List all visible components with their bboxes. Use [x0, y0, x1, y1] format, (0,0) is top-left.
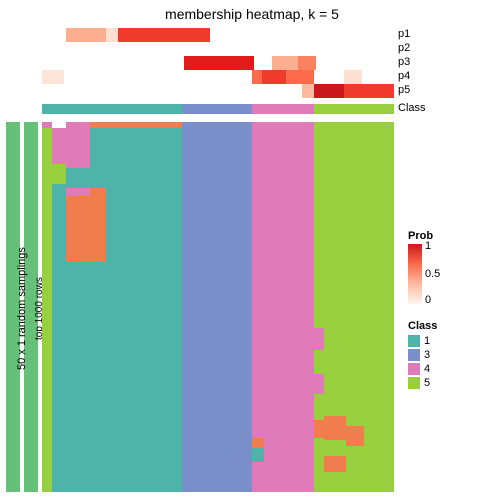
class-cell [314, 104, 394, 114]
class-annotation-row [42, 104, 394, 114]
prob-row-label: p5 [398, 84, 410, 96]
heatmap-column [314, 122, 324, 492]
prob-row-label: p3 [398, 56, 410, 68]
legend-class-title: Class [408, 320, 437, 332]
heatmap-column [346, 122, 364, 492]
legend-class-item: 4 [408, 362, 437, 376]
legend-swatch [408, 377, 420, 389]
legend-prob-tick: 1 [425, 240, 431, 252]
legend-prob-gradient [408, 244, 422, 304]
class-cell [252, 104, 314, 114]
legend-label: 1 [424, 335, 430, 347]
heatmap-column [364, 122, 394, 492]
prob-row-p3 [42, 56, 394, 70]
legend-prob-tick: 0.5 [425, 268, 440, 280]
class-cell [182, 104, 252, 114]
legend-swatch [408, 335, 420, 347]
prob-row-p5 [42, 84, 394, 98]
main-heatmap [42, 122, 394, 492]
heatmap-column [106, 122, 182, 492]
prob-row-label: p4 [398, 70, 410, 82]
legend-swatch [408, 363, 420, 375]
sidebar-sampling-label: 50 x 1 random samplings [16, 247, 28, 370]
legend-class-item: 1 [408, 334, 437, 348]
heatmap-column [66, 122, 90, 492]
legend-prob: Prob 1 0.5 0 [408, 230, 433, 304]
prob-row-p1 [42, 28, 394, 42]
heatmap-column [182, 122, 252, 492]
legend-class-item: 5 [408, 376, 437, 390]
heatmap-column [264, 122, 314, 492]
probability-annotation-rows [42, 28, 394, 98]
heatmap-column [90, 122, 106, 492]
class-cell [42, 104, 182, 114]
heatmap-column [324, 122, 346, 492]
legend-class: Class 1 3 4 5 [408, 320, 437, 390]
class-row-label: Class [398, 102, 426, 114]
legend-label: 4 [424, 363, 430, 375]
heatmap-column [52, 122, 66, 492]
legend-label: 3 [424, 349, 430, 361]
prob-row-p4 [42, 70, 394, 84]
chart-title: membership heatmap, k = 5 [0, 6, 504, 22]
legend-label: 5 [424, 377, 430, 389]
legend-class-item: 3 [408, 348, 437, 362]
prob-row-p2 [42, 42, 394, 56]
prob-row-label: p1 [398, 28, 410, 40]
prob-row-label: p2 [398, 42, 410, 54]
legend-swatch [408, 349, 420, 361]
heatmap-column [42, 122, 52, 492]
legend-prob-tick: 0 [425, 294, 431, 306]
heatmap-column [252, 122, 264, 492]
